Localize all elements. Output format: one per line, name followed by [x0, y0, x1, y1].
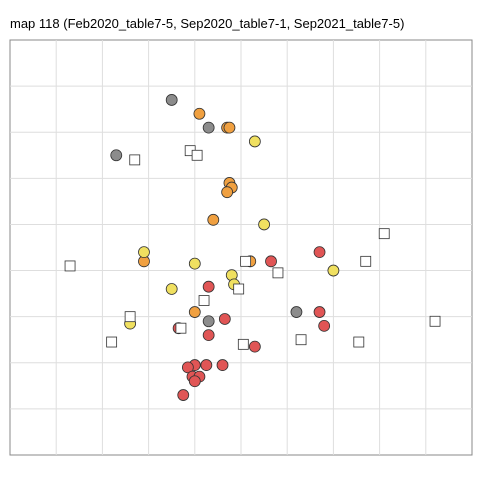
- data-point-yellow: [327, 264, 340, 277]
- data-point-square: [240, 255, 252, 267]
- data-point-yellow: [138, 246, 150, 259]
- data-point-square: [124, 311, 136, 323]
- data-point-square: [378, 228, 390, 240]
- data-point-orange: [223, 121, 236, 134]
- data-point-square: [198, 295, 210, 306]
- grid-lines: [10, 40, 472, 455]
- data-point-red: [313, 306, 326, 318]
- data-point-red: [200, 359, 213, 371]
- data-point-square: [191, 149, 203, 161]
- data-point-yellow: [248, 135, 261, 148]
- data-point-red: [202, 280, 215, 293]
- data-point-yellow: [165, 283, 178, 295]
- data-point-red: [181, 361, 194, 374]
- data-point-square: [237, 338, 249, 350]
- data-point-red: [177, 389, 190, 401]
- data-point-square: [353, 336, 365, 348]
- data-point-red: [202, 329, 215, 342]
- data-point-orange: [221, 186, 234, 199]
- data-point-yellow: [258, 218, 271, 231]
- data-point-square: [129, 154, 141, 166]
- data-point-red: [318, 319, 331, 332]
- data-point-orange: [193, 107, 206, 120]
- data-point-orange: [188, 306, 201, 318]
- chart-title: map 118 (Feb2020_table7-5, Sep2020_table…: [10, 16, 405, 31]
- data-point-red: [216, 359, 229, 371]
- data-point-square: [64, 260, 76, 272]
- data-point-orange: [207, 213, 220, 226]
- data-point-square: [295, 334, 307, 346]
- data-point-square: [233, 283, 245, 295]
- data-point-square: [175, 322, 187, 334]
- data-point-grey: [290, 306, 303, 318]
- data-point-grey: [202, 121, 215, 134]
- data-point-red: [313, 246, 326, 259]
- data-point-square: [106, 336, 118, 348]
- data-points: [64, 94, 441, 401]
- data-point-yellow: [188, 257, 201, 270]
- data-point-grey: [110, 149, 123, 162]
- data-point-red: [248, 340, 261, 353]
- data-point-square: [272, 267, 284, 279]
- data-point-grey: [165, 94, 178, 106]
- data-point-red: [188, 375, 201, 388]
- data-point-red: [265, 255, 277, 268]
- data-point-square: [360, 255, 372, 267]
- data-point-square: [429, 315, 441, 327]
- data-point-red: [218, 313, 231, 325]
- data-point-grey: [202, 315, 215, 328]
